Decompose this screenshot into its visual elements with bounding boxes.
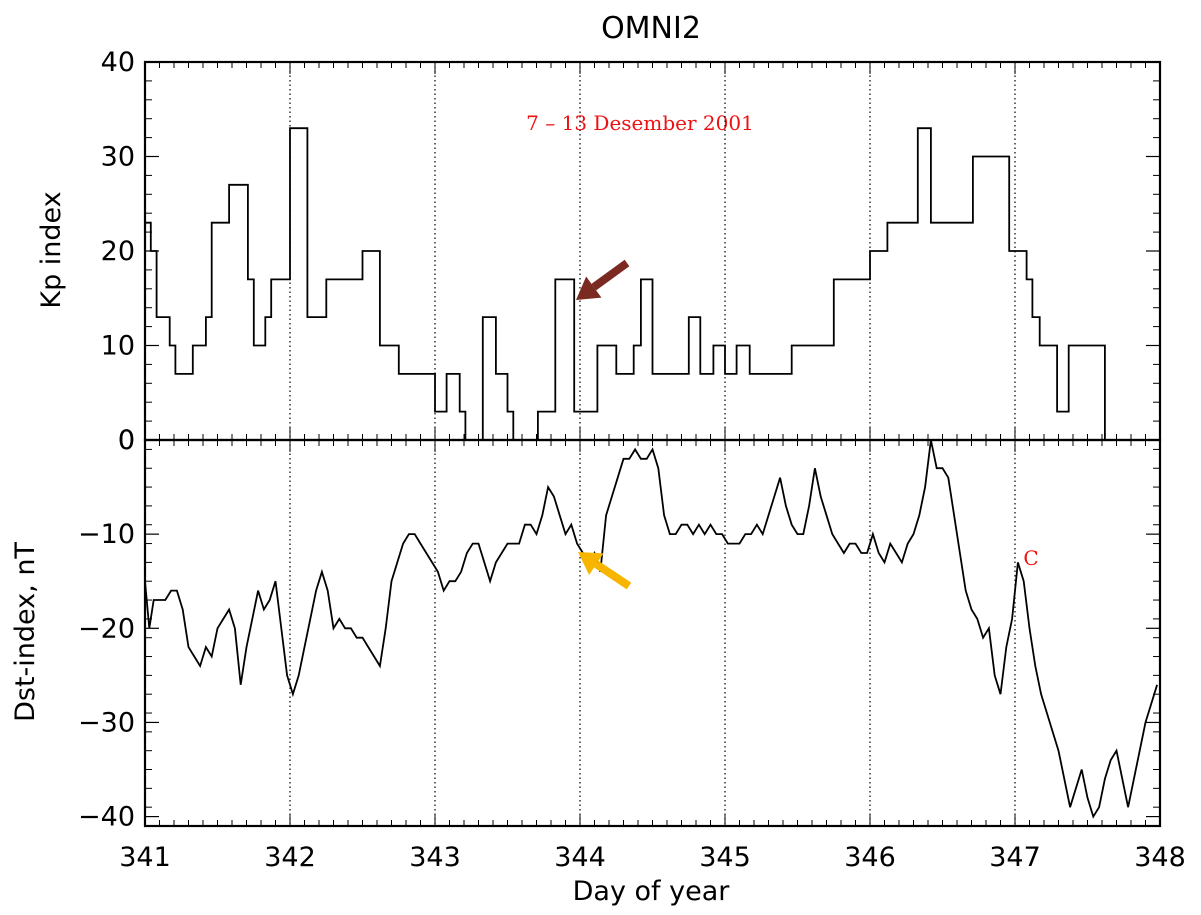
date-range-annotation: 7 – 13 Desember 2001 [526,111,754,135]
kp-y-axis-label: Kp index [36,191,67,308]
kp-y-tick-label: 30 [101,142,135,173]
x-tick-label: 347 [989,842,1041,873]
dst-arrow-head [578,552,604,576]
dst-panel-frame [143,438,1162,828]
kp-series-line [145,127,1113,441]
dst-y-tick-label: −20 [78,613,135,644]
kp-y-tick-label: 10 [101,331,135,362]
x-tick-label: 342 [264,842,316,873]
dst-y-axis-label: Dst-index, nT [10,542,41,722]
dst-y-tick-label: −40 [78,802,135,833]
kp-y-tick-label: 0 [118,425,135,456]
x-tick-label: 345 [699,842,751,873]
x-tick-label: 346 [844,842,896,873]
x-tick-label: 348 [1134,842,1186,873]
dst-y-tick-label: −10 [78,519,135,550]
dst-y-tick-label: −30 [78,707,135,738]
dst-series-line [144,439,1158,819]
x-tick-label: 344 [554,842,606,873]
kp-y-tick-label: 40 [101,47,135,78]
chart-title: OMNI2 [601,11,701,46]
x-tick-label: 341 [119,842,171,873]
kp-arrow-shaft [591,259,630,291]
kp-arrow-head [576,276,602,300]
panel-letter-annotation: C [1023,546,1038,570]
dst-arrow-shaft [594,560,632,590]
dst-y-tick-label: 0 [118,425,135,456]
x-axis-label: Day of year [573,876,731,907]
kp-y-tick-label: 20 [101,236,135,267]
x-tick-label: 343 [409,842,461,873]
